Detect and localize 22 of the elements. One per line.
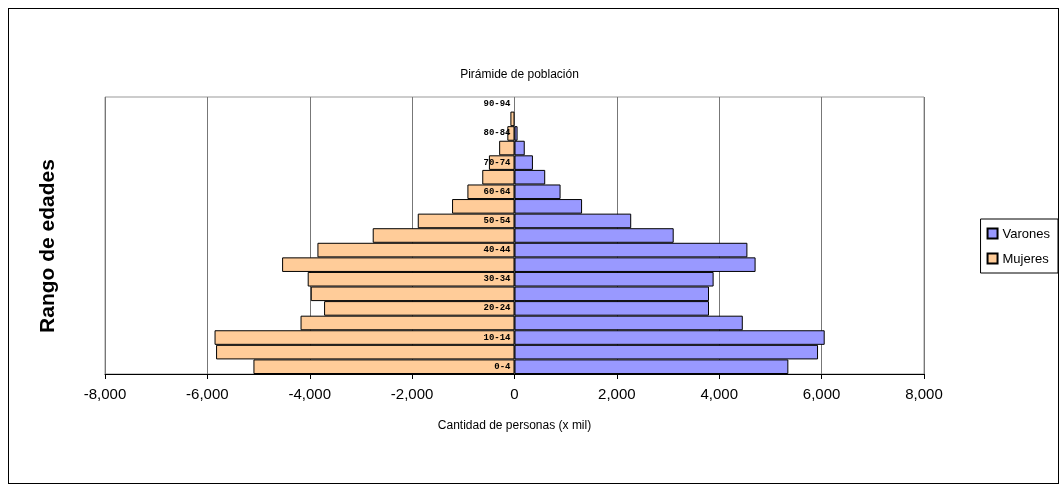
x-tick-label: 0	[510, 385, 519, 402]
y-axis-title: Rango de edades	[35, 159, 58, 333]
x-tick-label: -8,000	[83, 385, 127, 402]
y-tick-label: 60-64	[483, 186, 512, 197]
chart-title: Pirámide de población	[460, 67, 579, 81]
x-tick-label: -6,000	[186, 385, 229, 402]
x-tick-label: 6,000	[802, 385, 841, 402]
x-tick-label: 8,000	[905, 385, 943, 402]
y-tick-label: 20-24	[483, 303, 512, 314]
x-axis-title: Cantidad de personas (x mil)	[437, 418, 592, 432]
y-tick-label: 90-94	[483, 99, 512, 110]
y-tick-label: 30-34	[483, 274, 512, 285]
y-tick-label: 0-4	[494, 361, 512, 372]
x-tick-label: -4,000	[288, 385, 332, 402]
y-tick-label: 50-54	[483, 215, 512, 226]
legend-label: Varones	[1002, 226, 1051, 241]
legend-label: Mujeres	[1002, 251, 1050, 266]
y-tick-label: 10-14	[483, 332, 512, 343]
x-tick-label: 2,000	[598, 385, 636, 402]
x-tick-label: 4,000	[700, 385, 739, 402]
x-tick-label: -2,000	[390, 385, 434, 402]
y-tick-label: 40-44	[483, 245, 512, 256]
